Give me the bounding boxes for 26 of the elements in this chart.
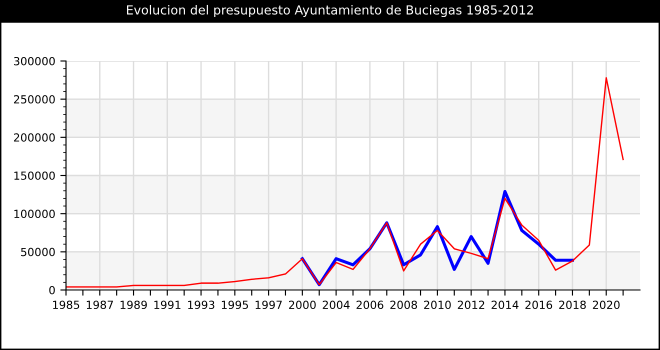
line-series (66, 77, 624, 288)
chart-title: Evolucion del presupuesto Ayuntamiento de Buciegas 1985-2012 (127, 4, 533, 18)
x-tick-label: 1993 (188, 300, 214, 310)
x-tick-label: 1987 (86, 300, 113, 310)
x-tick-label: 2012 (458, 300, 484, 310)
x-tick-label: 2016 (525, 300, 552, 310)
x-tick-label: 1995 (222, 300, 248, 310)
x-tick-label: 2018 (559, 300, 586, 310)
y-tick-label: 250000 (14, 95, 55, 104)
y-tick-label: 200000 (14, 133, 55, 142)
x-tick-label: 1989 (120, 300, 147, 310)
y-tick-label: 150000 (14, 171, 55, 180)
y-tick-label: 300000 (14, 56, 55, 66)
x-tick-label: 1985 (53, 300, 80, 310)
x-tick-label: 2010 (424, 300, 451, 310)
x-tick-label: 2020 (592, 300, 620, 310)
x-tick-label: 1997 (256, 300, 282, 310)
y-tick-label: 50000 (21, 248, 55, 256)
x-tick-label: 2006 (356, 300, 384, 310)
x-tick-label: 1991 (154, 300, 180, 310)
y-tick-label: 100000 (14, 210, 55, 218)
x-tick-label: 2014 (492, 300, 518, 310)
x-tick-label: 2000 (289, 300, 316, 310)
x-tick-label: 2004 (322, 300, 350, 310)
y-tick-label: 0 (49, 286, 55, 294)
x-tick-label: 2008 (390, 300, 418, 310)
